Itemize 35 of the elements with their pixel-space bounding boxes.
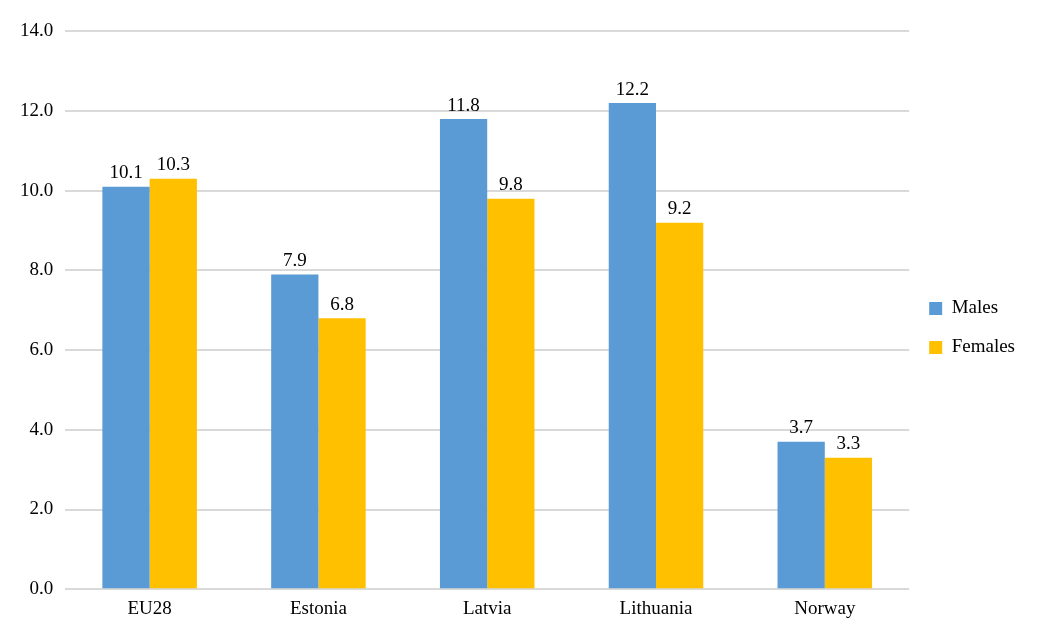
data-label: 6.8 bbox=[330, 292, 354, 314]
bar bbox=[102, 186, 150, 589]
y-tick-label: 10.0 bbox=[20, 178, 54, 200]
bar bbox=[271, 274, 319, 589]
data-label: 12.2 bbox=[615, 77, 649, 99]
data-label: 3.3 bbox=[836, 432, 861, 454]
x-tick-label: EU28 bbox=[127, 596, 172, 618]
y-tick-label: 8.0 bbox=[29, 258, 54, 280]
bar bbox=[777, 441, 825, 589]
y-tick-label: 0.0 bbox=[29, 577, 54, 599]
x-tick-label: Norway bbox=[794, 596, 856, 618]
bar bbox=[608, 103, 656, 589]
x-tick-label: Latvia bbox=[462, 596, 513, 618]
data-label: 11.8 bbox=[447, 93, 480, 115]
data-label: 3.7 bbox=[789, 416, 814, 438]
data-label: 7.9 bbox=[282, 248, 307, 270]
data-label: 10.3 bbox=[156, 153, 190, 175]
y-tick-label: 4.0 bbox=[29, 417, 54, 439]
bar bbox=[656, 222, 704, 589]
bar bbox=[318, 318, 366, 589]
y-tick-label: 14.0 bbox=[20, 19, 54, 41]
y-tick-label: 2.0 bbox=[29, 497, 54, 519]
bar bbox=[487, 198, 535, 589]
data-label: 9.2 bbox=[667, 197, 692, 219]
bar bbox=[824, 457, 873, 589]
y-tick-label: 6.0 bbox=[29, 338, 54, 360]
bar bbox=[149, 178, 197, 589]
x-tick-label: Estonia bbox=[289, 596, 348, 618]
data-label: 10.1 bbox=[109, 161, 143, 183]
legend-label: Males bbox=[951, 296, 999, 318]
x-tick-label: Lithuania bbox=[619, 596, 693, 618]
bar bbox=[439, 119, 488, 589]
y-tick-label: 12.0 bbox=[20, 99, 54, 121]
data-label: 9.8 bbox=[498, 173, 523, 195]
legend-label: Females bbox=[951, 335, 1016, 357]
